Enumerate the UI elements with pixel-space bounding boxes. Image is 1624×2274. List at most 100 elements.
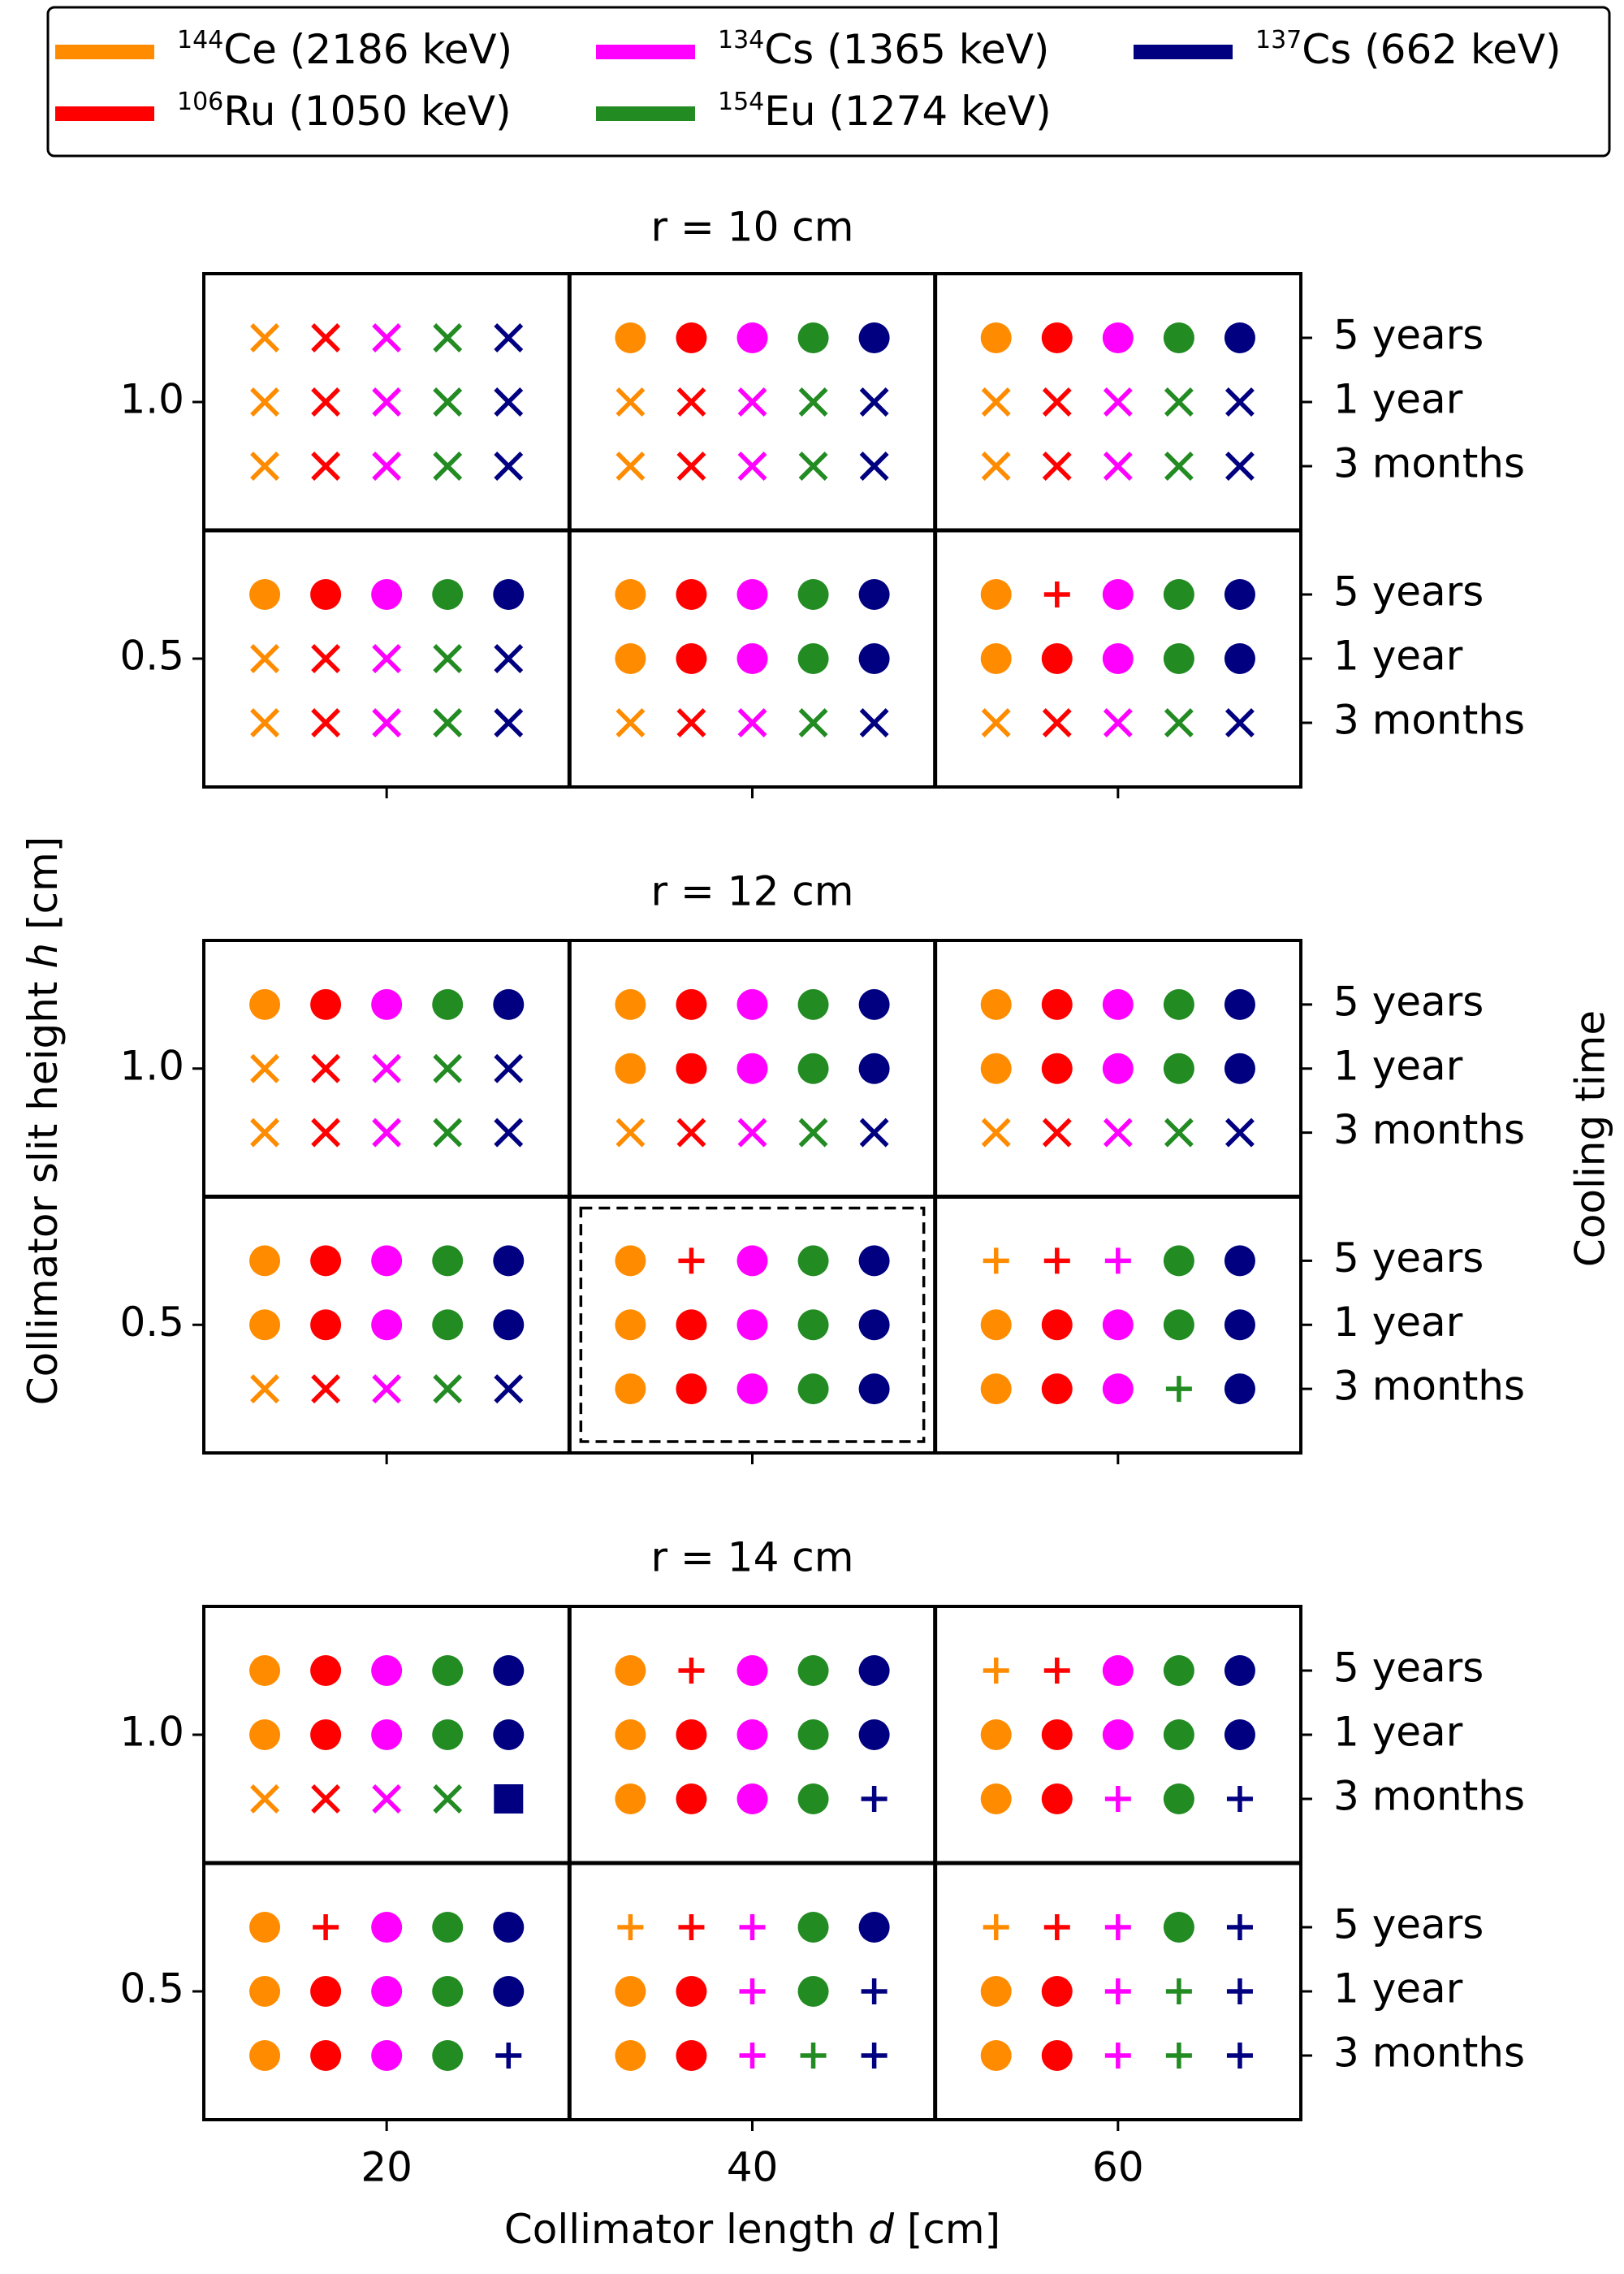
x-axis-label: Collimator length d [cm] bbox=[504, 2206, 1000, 2253]
marker-circle bbox=[858, 643, 890, 674]
marker-x bbox=[1164, 1118, 1194, 1148]
marker-circle bbox=[676, 1309, 707, 1341]
marker-circle bbox=[310, 2040, 342, 2071]
marker-circle bbox=[310, 1655, 342, 1686]
y2-tick-label: 5 years bbox=[1333, 1645, 1484, 1692]
marker-plus bbox=[495, 2043, 522, 2069]
legend-label: 137Cs (662 keV) bbox=[1255, 26, 1561, 73]
marker-x bbox=[1164, 708, 1194, 737]
marker-x bbox=[372, 1374, 402, 1404]
marker-x bbox=[311, 644, 341, 673]
marker-x bbox=[1164, 452, 1194, 481]
marker-x bbox=[798, 708, 828, 737]
marker-circle bbox=[1041, 988, 1073, 1020]
marker-x bbox=[250, 387, 280, 417]
marker-circle bbox=[980, 643, 1012, 674]
panel-title: r = 12 cm bbox=[651, 868, 854, 915]
marker-plus bbox=[1104, 1914, 1131, 1940]
marker-x bbox=[311, 1118, 341, 1148]
marker-x bbox=[615, 708, 646, 737]
marker-plus bbox=[1104, 1247, 1131, 1274]
marker-circle bbox=[858, 1245, 890, 1277]
marker-x bbox=[372, 323, 402, 352]
marker-circle bbox=[736, 1783, 768, 1814]
marker-x bbox=[250, 1784, 280, 1814]
marker-circle bbox=[371, 579, 403, 610]
marker-x bbox=[372, 708, 402, 737]
marker-plus bbox=[1226, 1786, 1253, 1812]
marker-circle bbox=[858, 1912, 890, 1943]
marker-circle bbox=[858, 322, 890, 353]
marker-circle bbox=[615, 1309, 646, 1341]
marker-plus bbox=[313, 1914, 339, 1940]
marker-x bbox=[311, 1053, 341, 1083]
legend-mass: 106 bbox=[177, 88, 223, 116]
marker-circle bbox=[1041, 643, 1073, 674]
marker-x bbox=[494, 1374, 524, 1404]
marker-x bbox=[1224, 387, 1255, 417]
marker-plus bbox=[1104, 2043, 1131, 2069]
marker-circle bbox=[432, 1245, 464, 1277]
x-tick-label: 60 bbox=[1092, 2144, 1144, 2191]
marker-plus bbox=[1104, 1786, 1131, 1812]
y-tick-label: 1.0 bbox=[119, 1709, 184, 1756]
marker-circle bbox=[676, 1976, 707, 2007]
y2-tick-label: 5 years bbox=[1333, 312, 1484, 359]
marker-circle bbox=[432, 988, 464, 1020]
marker-circle bbox=[432, 1912, 464, 1943]
marker-x bbox=[1042, 1118, 1072, 1148]
marker-circle bbox=[1224, 579, 1255, 610]
y2-tick-label: 1 year bbox=[1333, 376, 1463, 423]
legend-mass: 154 bbox=[718, 88, 764, 116]
marker-circle bbox=[310, 1976, 342, 2007]
marker-circle bbox=[676, 2040, 707, 2071]
marker-circle bbox=[980, 1309, 1012, 1341]
marker-x bbox=[433, 708, 463, 737]
y-axis-label-part: Collimator slit height bbox=[19, 969, 67, 1406]
marker-x bbox=[494, 452, 524, 481]
marker-circle bbox=[1224, 1655, 1255, 1686]
marker-plus bbox=[678, 1658, 705, 1684]
marker-x bbox=[1042, 387, 1072, 417]
legend-mass: 134 bbox=[718, 26, 764, 54]
marker-circle bbox=[371, 988, 403, 1020]
marker-circle bbox=[858, 988, 890, 1020]
marker-circle bbox=[371, 1719, 403, 1750]
marker-circle bbox=[371, 1309, 403, 1341]
marker-x bbox=[1042, 708, 1072, 737]
marker-x bbox=[311, 708, 341, 737]
y-tick-label: 0.5 bbox=[119, 633, 184, 680]
marker-plus bbox=[739, 1978, 766, 2004]
marker-circle bbox=[797, 1655, 829, 1686]
marker-circle bbox=[1041, 1783, 1073, 1814]
marker-x bbox=[737, 708, 767, 737]
marker-circle bbox=[493, 988, 525, 1020]
marker-circle bbox=[493, 1309, 525, 1341]
marker-x bbox=[859, 452, 889, 481]
marker-plus bbox=[1165, 2043, 1192, 2069]
marker-x bbox=[494, 644, 524, 673]
marker-circle bbox=[1224, 1309, 1255, 1341]
y2-tick-label: 3 months bbox=[1333, 2030, 1525, 2077]
marker-circle bbox=[797, 1309, 829, 1341]
x-axis-label-part: [cm] bbox=[894, 2206, 1000, 2253]
marker-x bbox=[494, 1053, 524, 1083]
marker-circle bbox=[371, 1976, 403, 2007]
marker-circle bbox=[736, 1719, 768, 1750]
marker-x bbox=[433, 1374, 463, 1404]
y2-tick-label: 1 year bbox=[1333, 1299, 1463, 1346]
marker-plus bbox=[1226, 2043, 1253, 2069]
marker-circle bbox=[1102, 1373, 1134, 1405]
marker-circle bbox=[797, 1373, 829, 1405]
marker-circle bbox=[249, 1719, 281, 1750]
marker-plus bbox=[678, 1914, 705, 1940]
y2-tick-label: 3 months bbox=[1333, 1773, 1525, 1820]
marker-x bbox=[981, 452, 1011, 481]
marker-x bbox=[615, 1118, 646, 1148]
marker-circle bbox=[615, 1976, 646, 2007]
marker-x bbox=[737, 452, 767, 481]
marker-circle bbox=[676, 1719, 707, 1750]
marker-x bbox=[676, 387, 706, 417]
marker-plus bbox=[983, 1914, 1009, 1940]
y-axis-label-part: h bbox=[19, 943, 67, 969]
